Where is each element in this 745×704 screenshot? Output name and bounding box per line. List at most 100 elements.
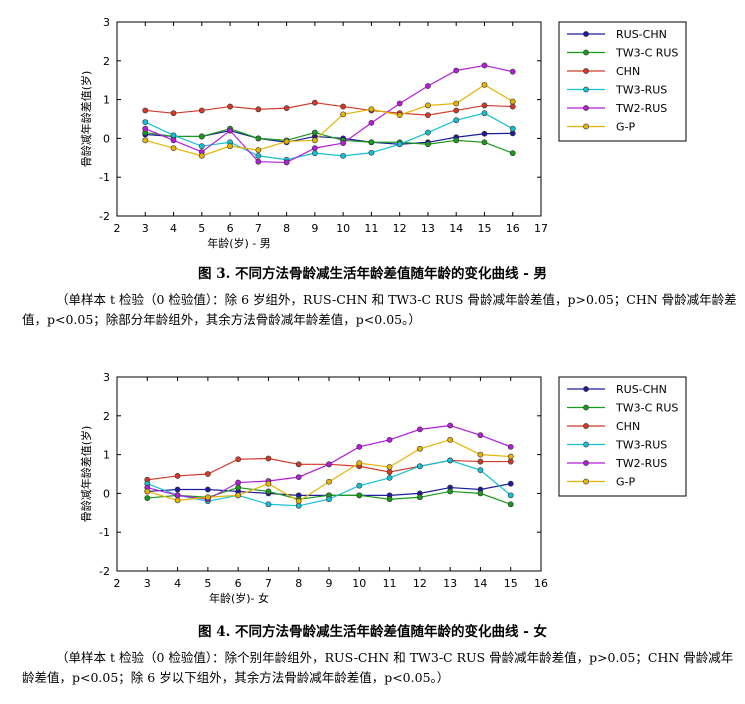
data-point [255,106,262,113]
x-tick-label: 7 [255,222,262,235]
legend: RUS-CHN TW3-C RUS CHN TW3-RUS TW2-RUS G-P [558,21,687,142]
data-point [477,432,484,439]
figure-4-caption: 图 4. 不同方法骨龄减生活年龄差值随年龄的变化曲线 - 女 [198,624,547,640]
legend-label: TW2-RUS [615,102,667,115]
data-point [283,138,290,145]
series-tw3-rus [142,110,516,163]
x-tick-label: 6 [235,577,242,590]
legend-box [558,376,687,497]
data-point [396,112,403,119]
y-tick-label: 0 [103,132,110,145]
data-point [340,140,347,146]
data-point [311,99,318,106]
data-point [326,478,332,485]
data-point [265,480,272,487]
data-point [416,426,423,433]
x-tick-label: 15 [504,577,518,590]
legend-swatch-marker [583,460,589,466]
data-point [255,135,262,142]
legend-label: TW3-RUS [615,84,667,97]
data-point [295,461,302,468]
y-tick-label: 0 [103,487,110,500]
data-point [227,143,233,150]
legend-label: CHN [616,420,640,433]
data-point [368,149,375,156]
data-point [477,490,484,497]
data-point [204,486,211,493]
series-g-p [144,436,514,505]
x-tick-label: 16 [534,577,548,590]
y-tick-label: 2 [103,410,110,423]
x-tick-label: 8 [283,222,290,235]
legend-label: TW3-C RUS [615,47,678,60]
data-point [453,107,460,114]
legend-label: G-P [616,121,635,134]
data-point [509,103,516,110]
data-point [425,112,431,119]
data-point [453,117,460,124]
data-point [453,137,460,144]
x-tick-label: 15 [477,222,491,235]
x-tick-label: 9 [326,577,333,590]
data-point [481,81,488,88]
legend-label: CHN [616,65,640,78]
x-tick-label: 10 [352,577,366,590]
data-point [356,482,363,489]
x-tick-label: 5 [204,577,211,590]
data-point [265,455,272,462]
data-point [507,453,514,460]
data-point [368,139,375,146]
legend-swatch-marker [583,49,589,56]
data-point [170,137,177,144]
x-tick-label: 10 [336,222,350,235]
data-point [198,133,205,140]
x-tick-label: 13 [443,577,457,590]
data-point [265,501,272,508]
y-tick-label: 3 [103,371,110,384]
legend-label: TW2-RUS [615,457,667,470]
data-point [170,145,177,151]
data-point [198,152,205,159]
legend-swatch-marker [583,86,589,93]
plot-area [116,376,542,572]
series-line [145,112,514,161]
data-point [509,68,516,75]
data-point [170,132,177,139]
x-tick-label: 17 [534,222,548,235]
x-tick-label: 11 [364,222,378,235]
data-point [507,501,514,508]
data-point [235,484,242,491]
legend-swatch-marker [583,68,589,74]
y-tick-label: -1 [99,171,110,184]
data-point [396,141,403,148]
legend-swatch-marker [583,386,589,392]
x-tick-label: 12 [413,577,427,590]
data-point [447,488,454,495]
data-point [368,106,375,113]
figure-3-note: （单样本 t 检验（0 检验值）：除 6 岁组外，RUS-CHN 和 TW3-C… [22,292,737,327]
y-tick-label: -2 [99,210,110,223]
data-point [507,492,514,499]
data-point [477,467,484,474]
data-point [425,102,431,109]
data-point [204,471,211,477]
data-point [235,479,242,486]
x-tick-label: 8 [295,577,302,590]
data-point [386,496,393,503]
data-point [326,496,332,503]
y-tick-label: 1 [103,94,110,107]
data-point [447,457,454,464]
data-point [477,458,484,465]
data-point [507,458,514,465]
x-axis-label: 年龄(岁) - 男 [207,236,271,250]
data-point [356,492,363,499]
legend: RUS-CHN TW3-C RUS CHN TW3-RUS TW2-RUS G-P [558,376,687,497]
series-chn [142,99,516,119]
data-point [142,119,149,126]
y-tick-label: 1 [103,449,110,462]
x-tick-label: 14 [449,222,463,235]
data-point [295,474,302,481]
data-point [481,110,488,117]
data-point [227,103,233,110]
